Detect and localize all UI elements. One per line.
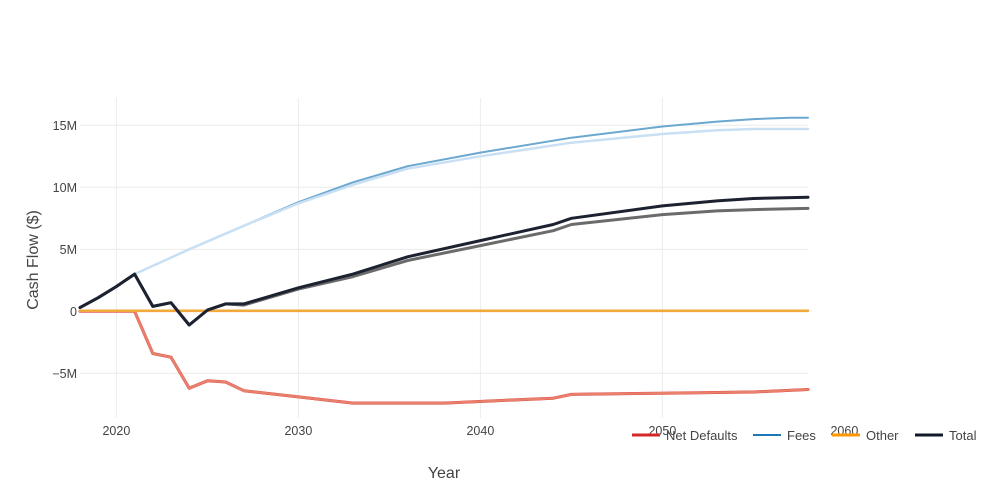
legend-item-net-defaults[interactable]: Net Defaults (632, 428, 738, 443)
y-tick-label: 10M (53, 181, 77, 195)
series-line-net-defaults-variant (78, 310, 810, 405)
legend-item-total[interactable]: Total (915, 428, 977, 443)
y-tick-label: 15M (53, 119, 77, 133)
legend-item-fees[interactable]: Fees (753, 428, 816, 443)
x-axis-ticks: 2020 2030 2040 2050 2060 (102, 424, 858, 438)
x-axis-title: Year (428, 465, 461, 482)
y-tick-label: −5M (52, 367, 77, 381)
x-tick-label: 2030 (284, 424, 312, 438)
series-line-total (78, 195, 810, 327)
series-line-total-variant (78, 206, 810, 327)
legend-label-other: Other (866, 428, 899, 443)
legend-label-total: Total (949, 428, 977, 443)
legend-item-other[interactable]: Other (832, 428, 899, 443)
legend-label-net-defaults: Net Defaults (666, 428, 738, 443)
series-line-fees-variant (78, 127, 810, 309)
grid-lines (80, 98, 808, 418)
y-axis-title: Cash Flow ($) (25, 210, 42, 310)
legend: Net Defaults Fees Other Total (632, 428, 977, 443)
x-tick-label: 2040 (466, 424, 494, 438)
x-tick-label: 2020 (102, 424, 130, 438)
legend-label-fees: Fees (787, 428, 816, 443)
y-axis-ticks: −5M 0 5M 10M 15M (52, 119, 77, 381)
series-lines (78, 116, 810, 405)
y-tick-label: 0 (70, 305, 77, 319)
y-tick-label: 5M (60, 243, 77, 257)
